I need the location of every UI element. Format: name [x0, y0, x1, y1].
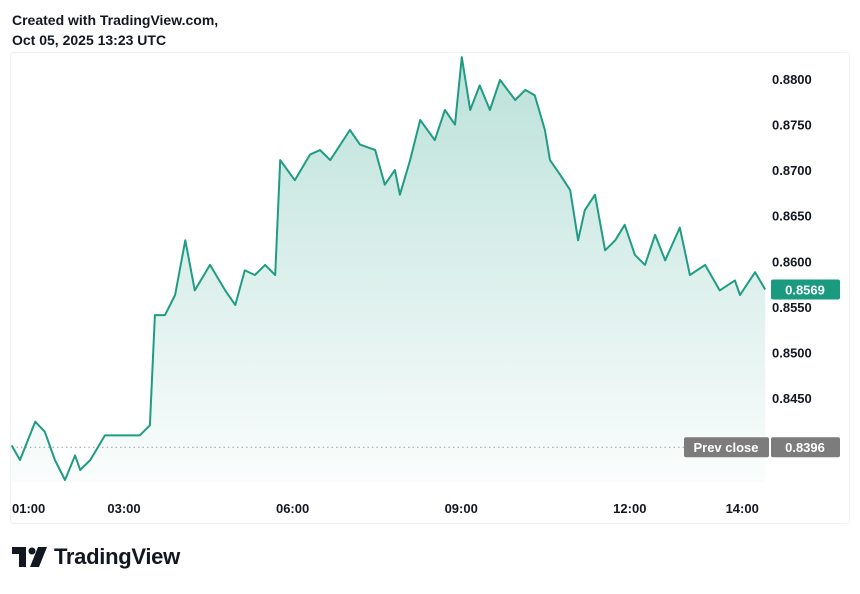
tradingview-logo-icon [12, 547, 47, 567]
y-tick-label: 0.8500 [772, 345, 812, 360]
prev-close-value: 0.8396 [785, 440, 825, 455]
x-tick-label: 09:00 [445, 501, 478, 516]
y-tick-label: 0.8450 [772, 391, 812, 406]
chart-frame [10, 52, 850, 524]
y-tick-label: 0.8750 [772, 118, 812, 133]
last-price-badge [771, 279, 840, 300]
x-tick-label: 03:00 [107, 501, 140, 516]
x-tick-label: 06:00 [276, 501, 309, 516]
prev-close-value-badge [771, 437, 840, 458]
timestamp-text: Oct 05, 2025 13:23 UTC [12, 32, 167, 48]
prev-close-label: Prev close [693, 440, 758, 455]
y-tick-label: 0.8600 [772, 254, 812, 269]
tradingview-logo[interactable]: TradingView [12, 544, 180, 570]
price-area-fill [11, 57, 766, 482]
brand-name: TradingView [54, 544, 180, 569]
x-tick-label: 01:00 [12, 501, 45, 516]
created-with-text: Created with TradingView.com, [12, 12, 219, 28]
last-price-label: 0.8569 [785, 283, 825, 298]
prev-close-badge [684, 437, 769, 458]
y-tick-label: 0.8700 [772, 163, 812, 178]
y-tick-label: 0.8550 [772, 300, 812, 315]
y-tick-label: 0.8800 [772, 72, 812, 87]
x-tick-label: 14:00 [726, 501, 759, 516]
x-tick-label: 12:00 [613, 501, 646, 516]
y-tick-label: 0.8650 [772, 209, 812, 224]
